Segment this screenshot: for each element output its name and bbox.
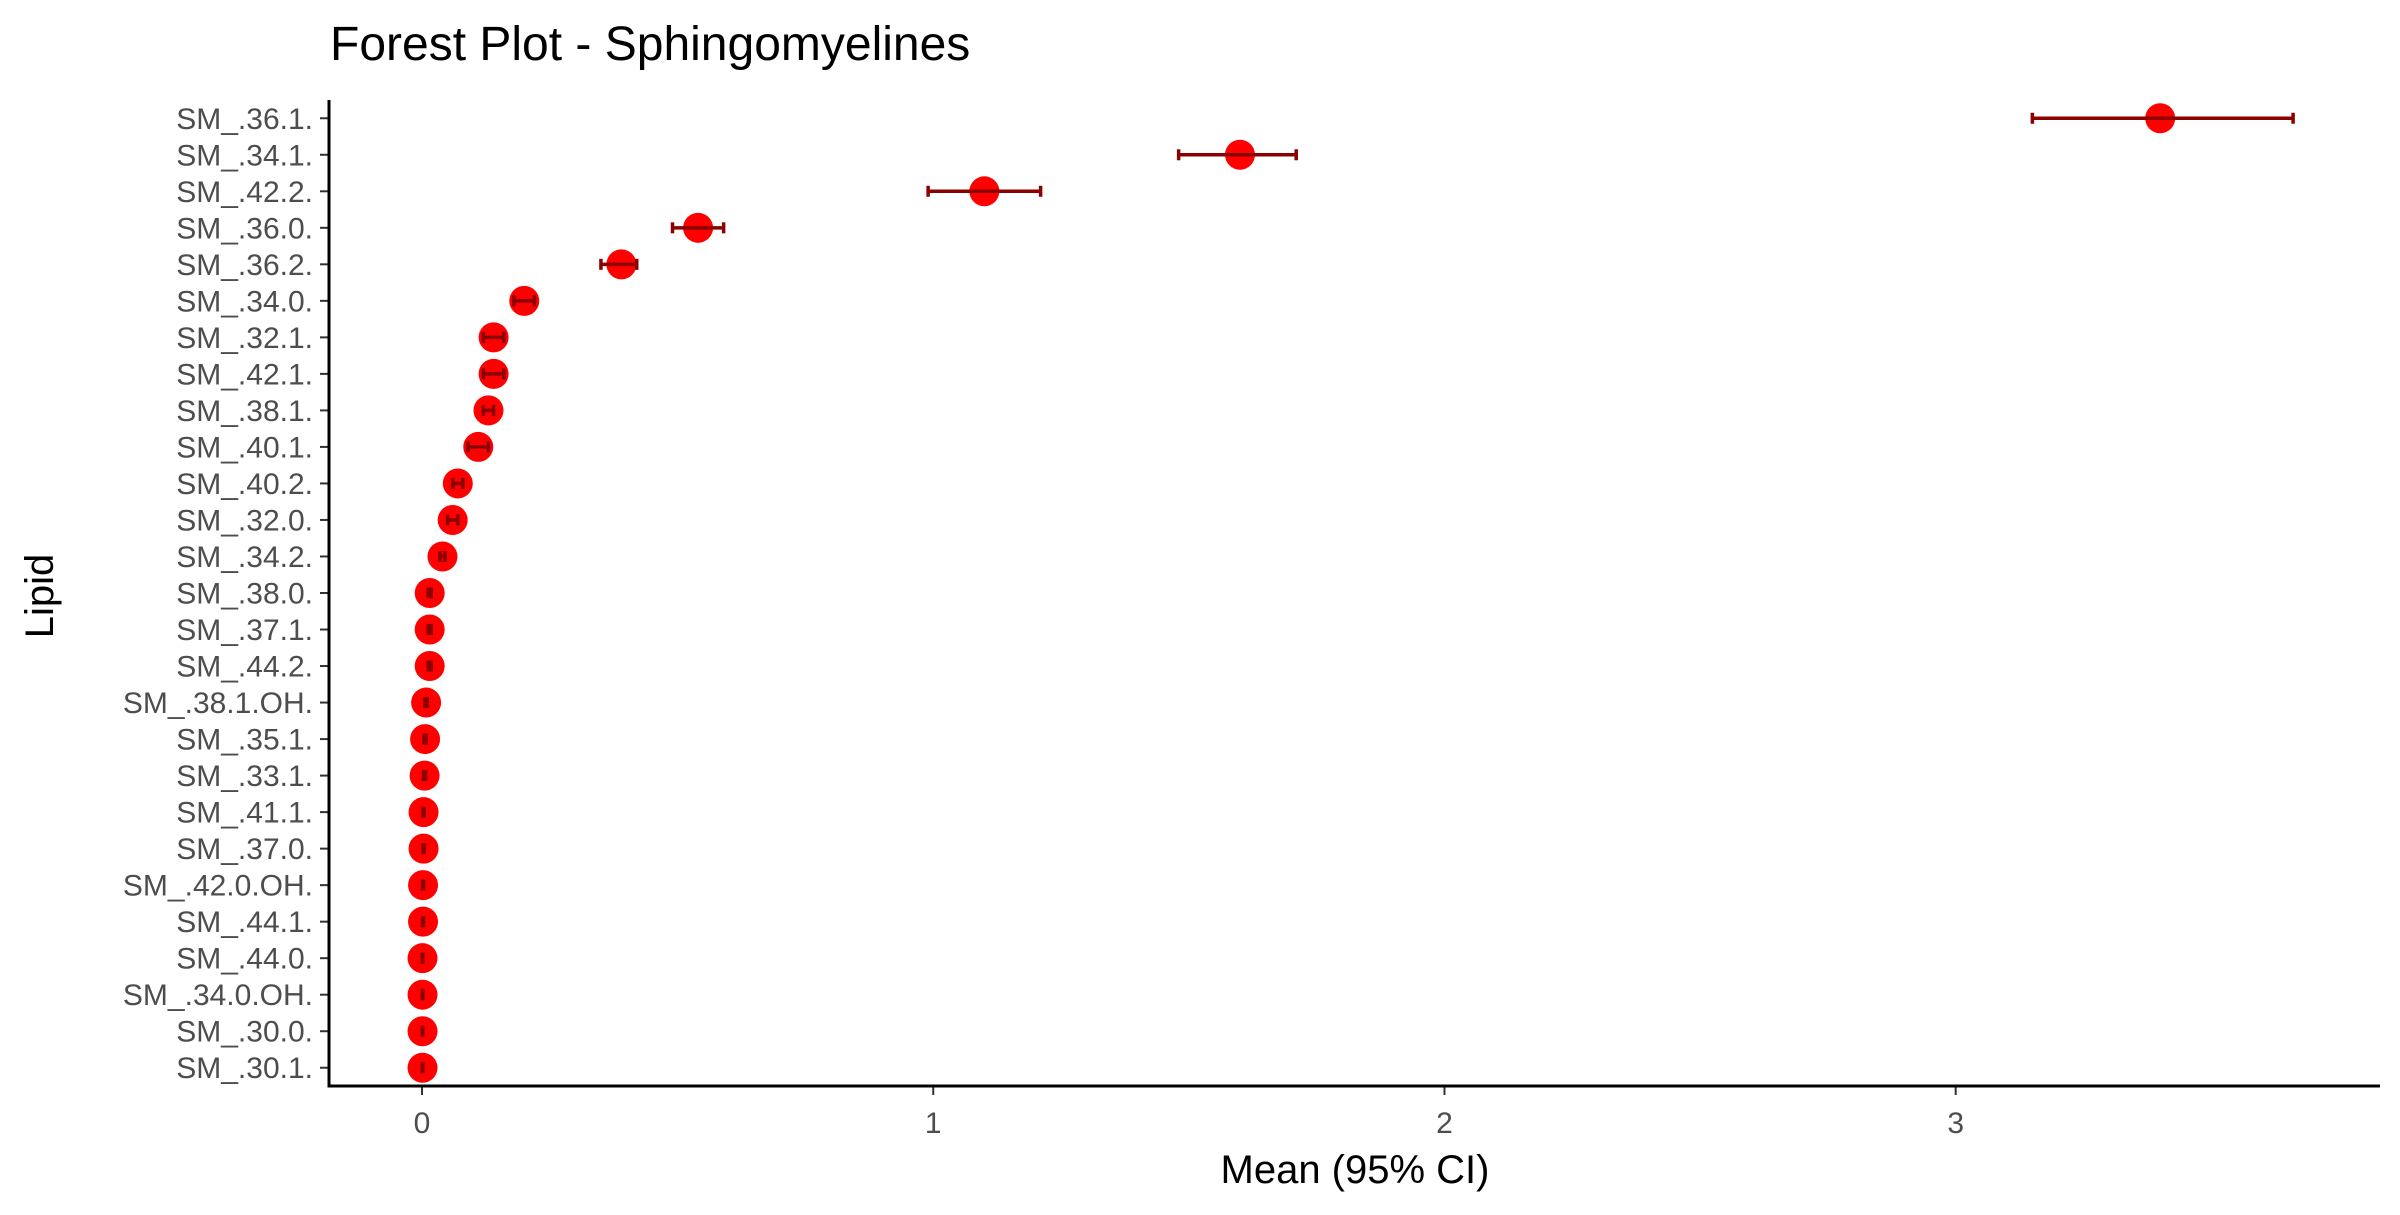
plot-area — [407, 103, 2295, 1083]
y-tick-label: SM_.36.0. — [176, 212, 313, 245]
x-tick-label: 0 — [414, 1107, 431, 1140]
y-tick-label: SM_.38.1.OH. — [123, 687, 313, 720]
y-tick-label: SM_.38.1. — [176, 395, 313, 428]
y-tick-label: SM_.36.1. — [176, 103, 313, 136]
y-tick-label: SM_.36.2. — [176, 249, 313, 282]
y-tick-label: SM_.42.0.OH. — [123, 870, 313, 903]
x-tick-label: 1 — [925, 1107, 942, 1140]
y-tick-label: SM_.37.0. — [176, 833, 313, 866]
y-tick-label: SM_.34.0.OH. — [123, 979, 313, 1012]
y-tick-label: SM_.40.2. — [176, 468, 313, 501]
y-tick-label: SM_.30.0. — [176, 1016, 313, 1049]
y-tick-label: SM_.41.1. — [176, 797, 313, 830]
y-tick-label: SM_.34.1. — [176, 139, 313, 172]
y-tick-label: SM_.37.1. — [176, 614, 313, 647]
y-tick-label: SM_.42.2. — [176, 176, 313, 209]
x-tick-label: 3 — [1947, 1107, 1964, 1140]
y-axis-ticks: SM_.36.1.SM_.34.1. SM_.42.2.SM_.36.0. SM_.… — [123, 103, 329, 1085]
y-tick-label: SM_.33.1. — [176, 760, 313, 793]
y-tick-label: SM_.44.1. — [176, 906, 313, 939]
y-tick-label: SM_.30.1. — [176, 1052, 313, 1085]
y-axis-title: Lipid — [18, 554, 62, 639]
y-tick-label: SM_.42.1. — [176, 358, 313, 391]
y-tick-label: SM_.34.0. — [176, 285, 313, 318]
y-tick-label: SM_.34.2. — [176, 541, 313, 574]
x-axis-ticks: 0 1 2 3 — [414, 1086, 1964, 1140]
y-tick-label: SM_.44.0. — [176, 943, 313, 976]
y-tick-label: SM_.32.0. — [176, 504, 313, 537]
y-tick-label: SM_.44.2. — [176, 651, 313, 684]
y-tick-label: SM_.40.1. — [176, 431, 313, 464]
chart-title: Forest Plot - Sphingomyelines — [330, 18, 970, 71]
x-axis-title: Mean (95% CI) — [1221, 1148, 1490, 1192]
y-tick-label: SM_.38.0. — [176, 578, 313, 611]
y-tick-label: SM_.35.1. — [176, 724, 313, 757]
y-tick-label: SM_.32.1. — [176, 322, 313, 355]
x-tick-label: 2 — [1436, 1107, 1453, 1140]
